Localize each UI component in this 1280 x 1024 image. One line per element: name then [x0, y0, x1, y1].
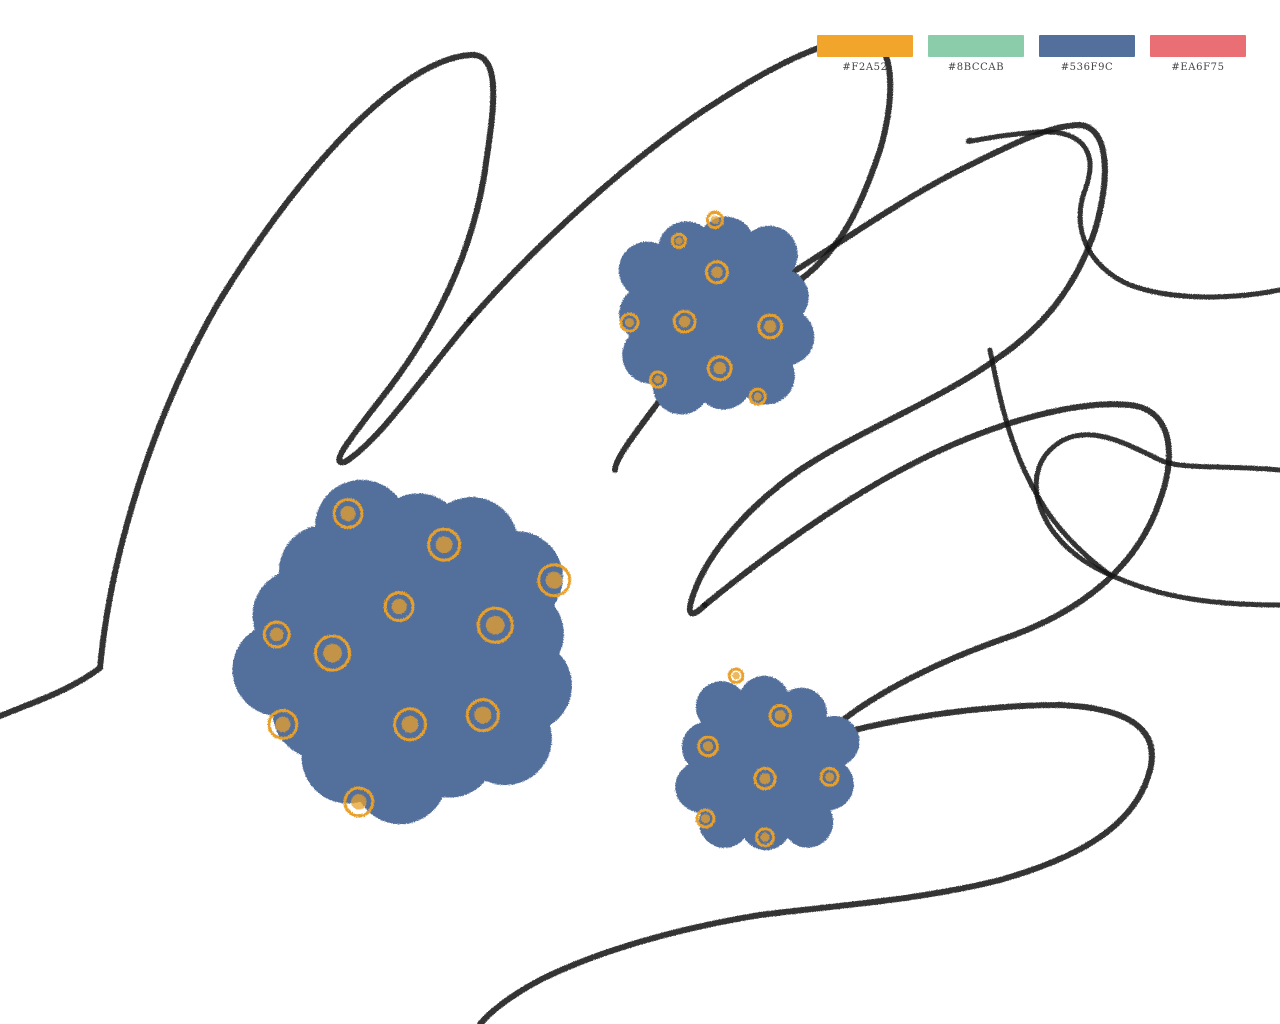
virus-spot	[476, 606, 514, 644]
virus-spot-fill	[760, 832, 770, 842]
virus-lobe	[622, 326, 680, 384]
virus-spot-fill	[763, 320, 777, 333]
virus-spot-fill	[702, 741, 714, 752]
swatch-chip	[817, 35, 913, 57]
swatch-chip	[928, 35, 1024, 57]
swatch-blue: #536F9C	[1039, 35, 1135, 79]
swatch-mint: #8BCCAB	[928, 35, 1024, 79]
swatch-hex-label: #536F9C	[1060, 62, 1114, 73]
virus-spot-fill	[675, 237, 683, 245]
virus-lobe	[675, 761, 727, 813]
virus-spot	[267, 708, 299, 740]
virus-spot-fill	[653, 375, 663, 384]
virus-spot-fill	[391, 598, 407, 615]
virus-spot-fill	[340, 505, 356, 522]
virus-spot	[819, 766, 840, 787]
virus-spot-fill	[824, 772, 835, 782]
virus-spot	[757, 313, 783, 340]
virus-spot	[672, 309, 697, 334]
hand-stroke-loop-b	[1033, 432, 1280, 608]
virus-spot-fill	[275, 716, 291, 733]
swatch-orange: #F2A52	[817, 35, 913, 79]
virus-spot-fill	[713, 361, 727, 375]
virus-spot	[465, 698, 500, 733]
virus-spot-fill	[759, 772, 771, 785]
hand-stroke-loop-a	[965, 129, 1280, 300]
virus-spot-fill	[435, 536, 453, 554]
color-palette: #F2A52 #8BCCAB #536F9C #EA6F75	[817, 35, 1249, 79]
virus-lobe	[808, 716, 860, 768]
swatch-hex-label: #EA6F75	[1171, 62, 1225, 73]
virus-spot-fill	[401, 715, 419, 733]
virus-spot-fill	[710, 215, 720, 225]
virus-lobe	[782, 796, 834, 848]
virus-spot	[727, 667, 745, 685]
virus-spot	[427, 527, 462, 562]
virus-lobe	[740, 225, 798, 283]
hand-stroke-pinky	[477, 702, 1155, 1024]
virus-spot-fill	[269, 627, 284, 642]
swatch-coral: #EA6F75	[1150, 35, 1246, 79]
virus-spot	[706, 355, 733, 382]
virus-spot	[753, 766, 777, 791]
virus-spot-fill	[323, 643, 342, 663]
virus-lobe	[470, 587, 564, 681]
virus-spot	[619, 312, 640, 333]
virus-spot	[695, 808, 716, 829]
hand-stroke-ring	[702, 401, 1172, 743]
virus-spot-fill	[732, 672, 740, 680]
hand-stroke-thumb	[0, 51, 497, 719]
hand-outline	[0, 36, 1280, 1024]
virus-spot-fill	[545, 571, 563, 589]
swatch-chip	[1039, 35, 1135, 57]
virus-large	[232, 479, 573, 825]
virus-lobe	[697, 216, 755, 274]
virus-spot	[262, 620, 291, 649]
virus-spot-fill	[678, 315, 691, 328]
virus-small	[675, 667, 860, 851]
virus-lobe	[751, 268, 809, 326]
swatch-hex-label: #8BCCAB	[947, 62, 1005, 73]
virus-spot	[343, 786, 375, 818]
virus-spot	[704, 260, 729, 285]
virus-spot	[768, 704, 792, 728]
hand-stroke-middle	[686, 122, 1108, 617]
virus-spot	[648, 370, 668, 389]
virus-lobe	[619, 285, 677, 343]
virus-lobe	[740, 799, 792, 851]
virus-spot	[755, 827, 775, 848]
virus-spot-fill	[351, 794, 367, 810]
virus-spot-fill	[711, 266, 723, 278]
virus-spot	[383, 591, 415, 623]
virus-spot	[705, 210, 725, 230]
virus-spot-fill	[624, 317, 635, 328]
virus-spot-fill	[700, 813, 711, 824]
swatch-hex-label: #F2A52	[842, 62, 888, 73]
virus-spot-fill	[753, 392, 762, 401]
virus-spot-fill	[774, 710, 786, 722]
virus-medium	[618, 210, 815, 415]
virus-core	[646, 246, 784, 384]
swatch-chip	[1150, 35, 1246, 57]
virus-spot-fill	[485, 615, 505, 635]
virus-lobe	[695, 681, 747, 733]
virus-spot	[748, 387, 767, 406]
virus-spot-fill	[474, 706, 492, 724]
virus-spot	[393, 707, 427, 742]
virus-spot	[313, 634, 352, 672]
virus-spot	[697, 735, 719, 758]
hand-stroke-loop-c	[987, 347, 1113, 578]
virus-spot	[670, 232, 688, 250]
virus-spot	[332, 498, 364, 530]
virus-spot	[537, 563, 572, 598]
